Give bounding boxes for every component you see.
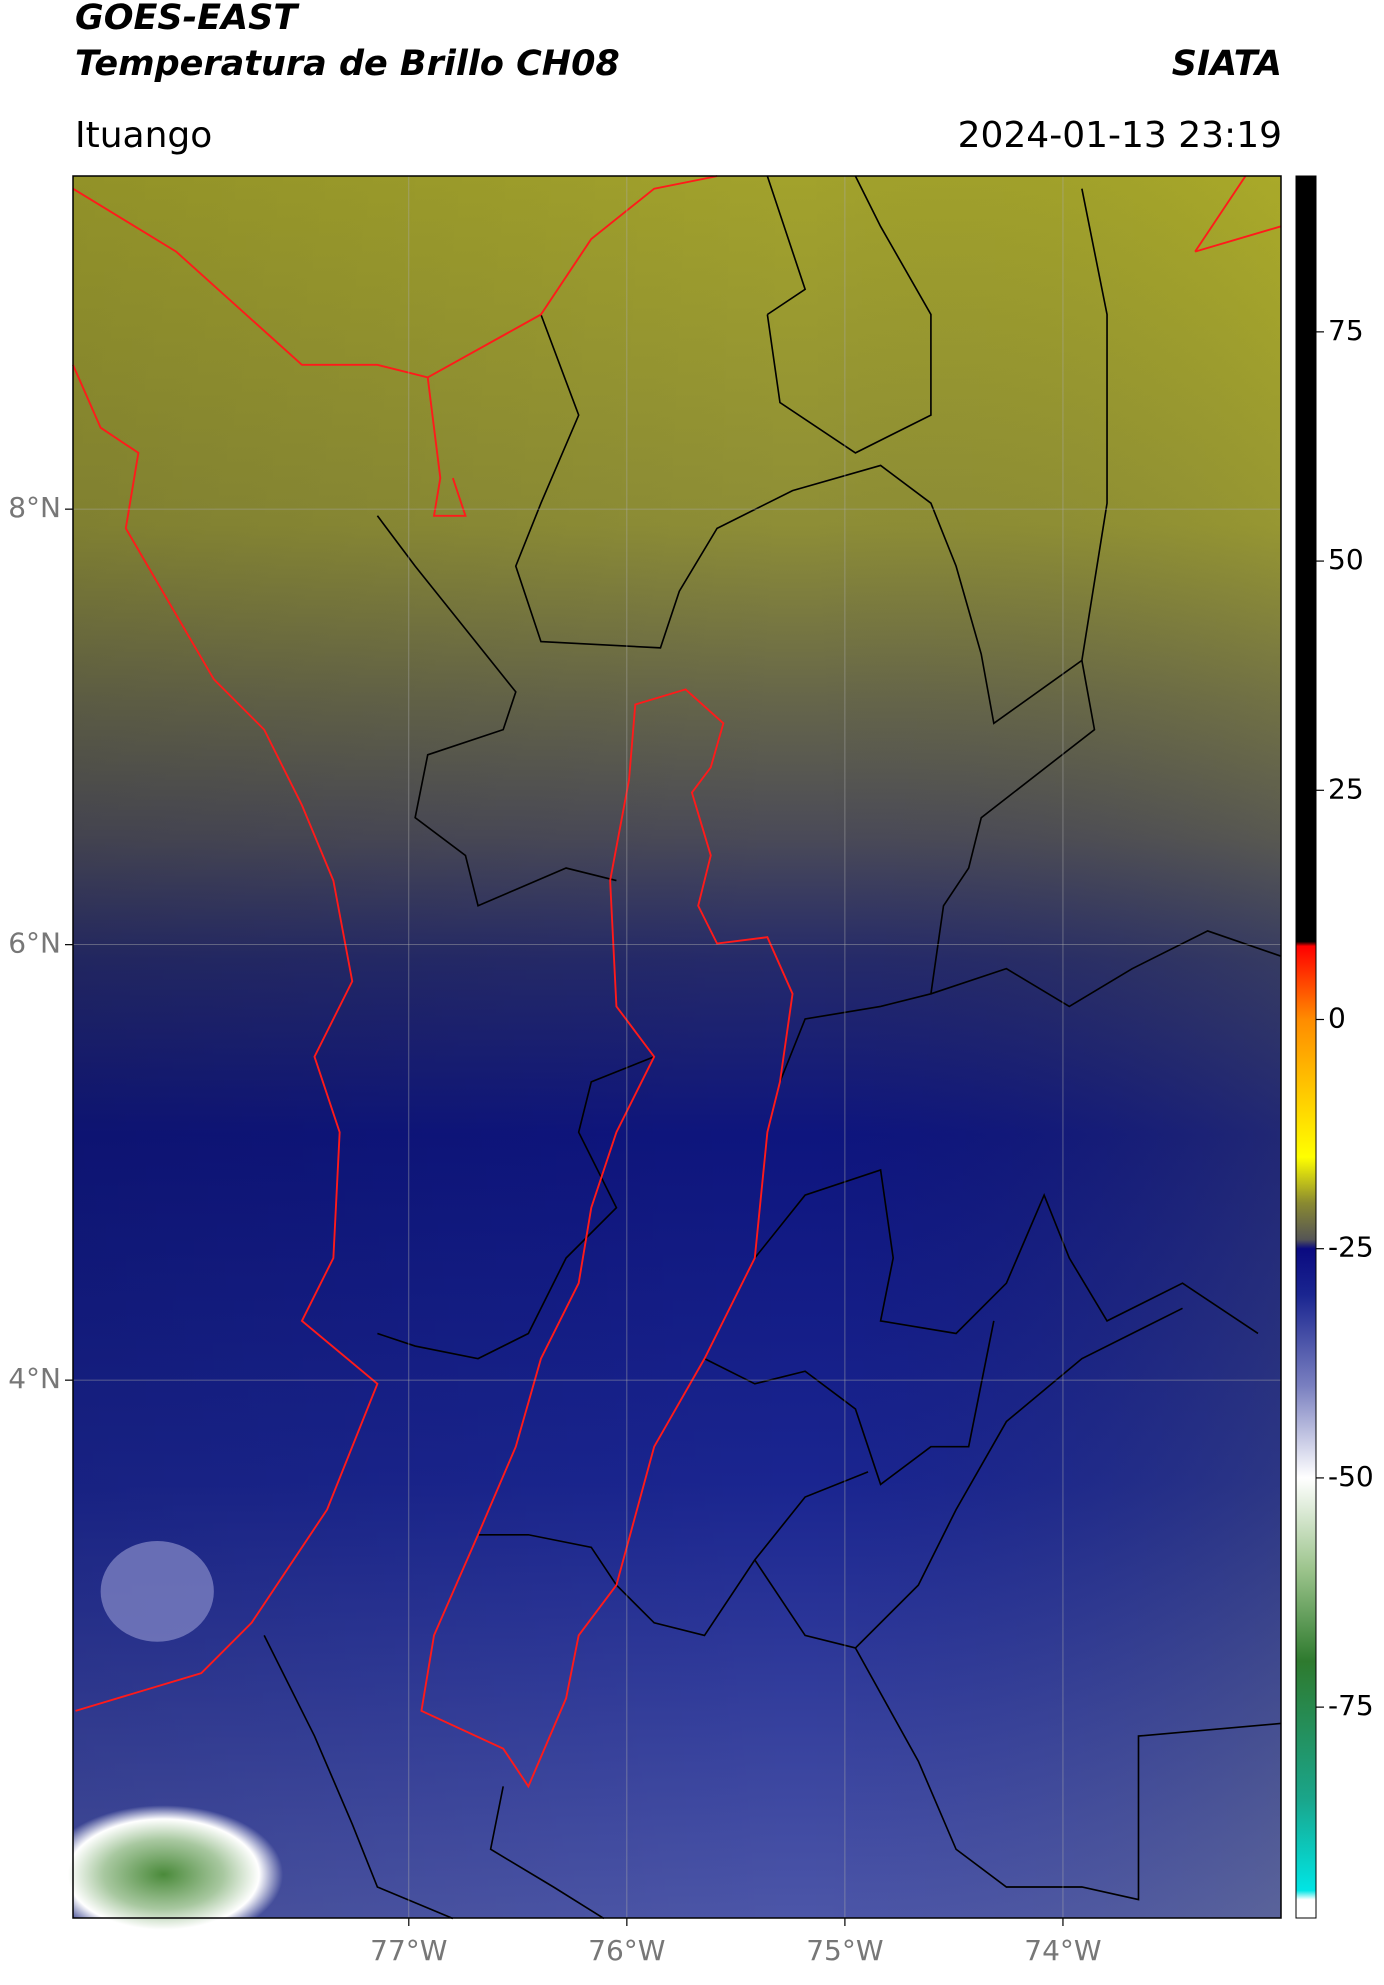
cloud xyxy=(44,1805,284,1944)
map xyxy=(44,175,1282,1944)
location: Ituango xyxy=(75,115,212,156)
x-tick-label: 76°W xyxy=(588,1934,665,1967)
border xyxy=(766,175,807,316)
y-tick-label: 4°N xyxy=(8,1362,61,1395)
y-tick-label: 8°N xyxy=(8,491,61,524)
border xyxy=(615,1471,869,1637)
map-frame xyxy=(72,175,1282,1919)
cloud xyxy=(100,1541,214,1642)
coastline xyxy=(72,364,379,1712)
border xyxy=(766,175,932,454)
border xyxy=(854,1647,1281,1901)
border xyxy=(377,1055,655,1360)
colorbar-tick-label: -75 xyxy=(1328,1689,1374,1722)
y-tick-label: 6°N xyxy=(8,927,61,960)
colorbar-tick-label: 0 xyxy=(1328,1001,1346,1034)
colorbar-tick-label: 50 xyxy=(1328,543,1364,576)
colorbar-tick-label: -25 xyxy=(1328,1231,1374,1264)
coastline xyxy=(1194,175,1247,253)
coastline xyxy=(426,377,467,517)
datetime: 2024-01-13 23:19 xyxy=(958,115,1282,156)
border xyxy=(779,660,1096,1083)
source: SIATA xyxy=(1172,44,1282,84)
coastline xyxy=(1194,225,1281,253)
border xyxy=(478,1533,618,1586)
x-tick-label: 77°W xyxy=(370,1934,447,1967)
subtitle: Temperatura de Brillo CH08 xyxy=(75,44,620,84)
title: GOES-EAST xyxy=(75,0,300,38)
grid xyxy=(73,176,1281,1918)
border xyxy=(754,1307,1183,1649)
colorbar: -75 -50 -25 0 25 50 75 xyxy=(1295,175,1374,1919)
geography xyxy=(44,175,1281,1944)
border xyxy=(489,1786,605,1920)
border xyxy=(930,930,1281,1008)
x-tick-label: 75°W xyxy=(806,1934,883,1967)
border xyxy=(263,1635,454,1920)
colorbar-tick-label: 75 xyxy=(1328,314,1364,347)
colorbar-fill xyxy=(1295,175,1317,1919)
x-tick-label: 74°W xyxy=(1024,1934,1101,1967)
colorbar-tick-label: -50 xyxy=(1328,1460,1374,1493)
colorbar-tick-label: 25 xyxy=(1328,772,1364,805)
map-shade xyxy=(73,176,1281,1918)
border xyxy=(704,1320,995,1486)
border xyxy=(514,188,1108,725)
antioquia-outline xyxy=(420,688,794,1789)
border xyxy=(754,1168,1259,1335)
border xyxy=(376,515,617,907)
